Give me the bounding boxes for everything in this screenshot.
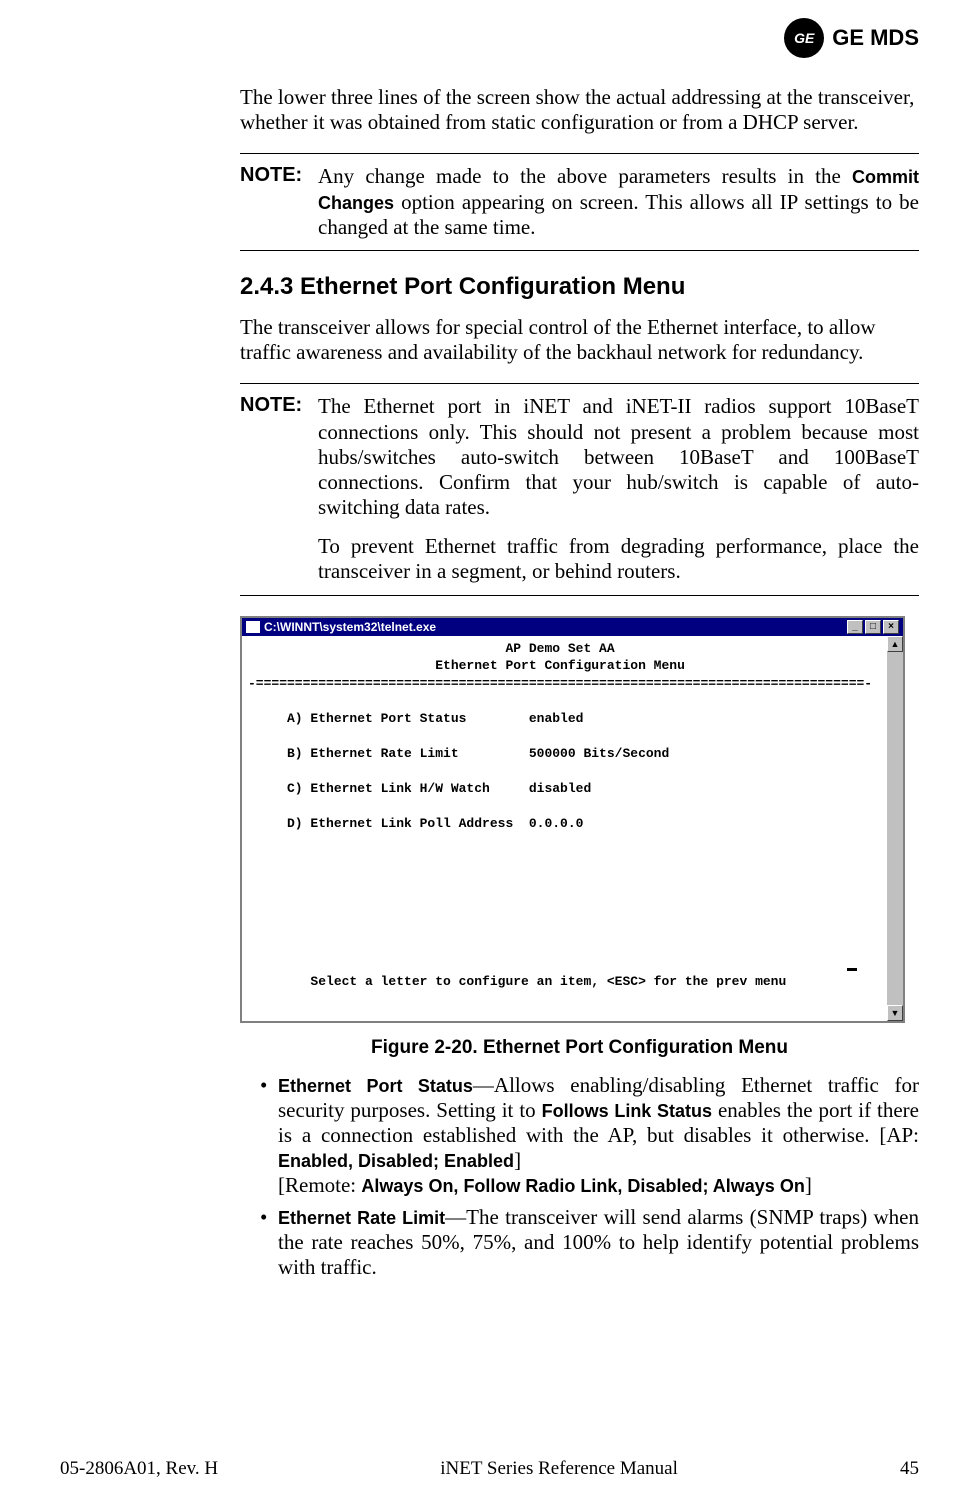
ge-monogram-icon: GE — [784, 18, 824, 58]
brand-logo: GE GE MDS — [784, 18, 919, 58]
terminal-body: AP Demo Set AA Ethernet Port Configurati… — [242, 636, 887, 1021]
figure-caption: Figure 2-20. Ethernet Port Configuration… — [240, 1037, 919, 1059]
footer-right: 45 — [900, 1458, 919, 1480]
footer-center: iNET Series Reference Manual — [440, 1458, 678, 1480]
scrollbar[interactable]: ▲ ▼ — [887, 636, 903, 1021]
minimize-button[interactable]: _ — [847, 620, 863, 634]
footer-left: 05-2806A01, Rev. H — [60, 1458, 218, 1480]
cursor — [847, 968, 857, 971]
scroll-down-icon[interactable]: ▼ — [887, 1005, 903, 1021]
note1-pre: Any change made to the above parameters … — [318, 164, 852, 188]
ge-monogram-text: GE — [794, 30, 814, 46]
page-content: The lower three lines of the screen show… — [240, 20, 919, 1280]
close-button[interactable]: × — [883, 620, 899, 634]
maximize-button[interactable]: □ — [865, 620, 881, 634]
b1-lead: Ethernet Port Status — [278, 1076, 473, 1096]
b1-u3: Always On, Follow Radio Link, Disabled; … — [361, 1176, 804, 1196]
b1-u1: Follows Link Status — [542, 1101, 712, 1121]
note-2: NOTE: The Ethernet port in iNET and iNET… — [240, 383, 919, 595]
note-text: Any change made to the above parameters … — [318, 164, 919, 240]
terminal-window: C:\WINNT\system32\telnet.exe _ □ × AP De… — [240, 616, 905, 1023]
b1-u2: Enabled, Disabled; Enabled — [278, 1151, 514, 1171]
b1-l2a: [Remote: — [278, 1173, 361, 1197]
page-footer: 05-2806A01, Rev. H iNET Series Reference… — [60, 1458, 919, 1480]
section-heading: 2.4.3 Ethernet Port Configuration Menu — [240, 273, 919, 301]
note1-post: option appearing on screen. This allows … — [318, 190, 919, 239]
intro-paragraph: The lower three lines of the screen show… — [240, 85, 919, 135]
app-icon — [246, 621, 260, 633]
titlebar: C:\WINNT\system32\telnet.exe _ □ × — [242, 618, 903, 636]
b2-lead: Ethernet Rate Limit — [278, 1208, 445, 1228]
note-text: The Ethernet port in iNET and iNET-II ra… — [318, 394, 919, 584]
brand-text: GE MDS — [832, 25, 919, 51]
b1-t3: ] — [514, 1148, 521, 1172]
list-item: Ethernet Rate Limit—The transceiver will… — [260, 1205, 919, 1281]
note2-p2: To prevent Ethernet traffic from degradi… — [318, 534, 919, 584]
note-label: NOTE: — [240, 164, 318, 240]
scroll-up-icon[interactable]: ▲ — [887, 636, 903, 652]
window-title: C:\WINNT\system32\telnet.exe — [264, 620, 436, 634]
b1-l2b: ] — [805, 1173, 812, 1197]
note2-p1: The Ethernet port in iNET and iNET-II ra… — [318, 394, 919, 520]
note-label: NOTE: — [240, 394, 318, 584]
note-1: NOTE: Any change made to the above param… — [240, 153, 919, 251]
section-paragraph: The transceiver allows for special contr… — [240, 315, 919, 365]
bullet-list: Ethernet Port Status—Allows enabling/dis… — [240, 1073, 919, 1281]
list-item: Ethernet Port Status—Allows enabling/dis… — [260, 1073, 919, 1199]
window-controls: _ □ × — [847, 620, 899, 634]
